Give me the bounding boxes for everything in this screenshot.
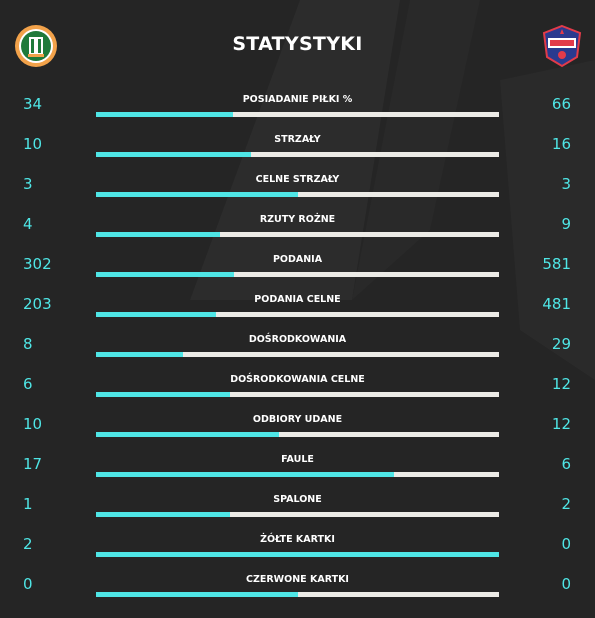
- stat-bar: [96, 552, 499, 557]
- stats-list: 34 POSIADANIE PIŁKI % 66 10 STRZAŁY 16 3 CELNE …: [0, 84, 595, 604]
- stat-bar: [96, 512, 499, 517]
- away-value: 2: [561, 495, 571, 513]
- home-value: 4: [23, 215, 33, 233]
- away-value: 581: [542, 255, 571, 273]
- stat-row: 2 ŻÓŁTE KARTKI 0: [0, 524, 595, 564]
- stat-bar: [96, 112, 499, 117]
- stat-row: 6 DOŚRODKOWANIA CELNE 12: [0, 364, 595, 404]
- home-value: 6: [23, 375, 33, 393]
- stat-bar-fill: [96, 312, 216, 317]
- stat-label: SPALONE: [273, 494, 322, 505]
- stat-label: DOŚRODKOWANIA: [248, 334, 347, 345]
- away-value: 12: [551, 415, 571, 433]
- stat-bar: [96, 152, 499, 157]
- stat-row: 17 FAULE 6: [0, 444, 595, 484]
- away-value: 481: [542, 295, 571, 313]
- stat-bar: [96, 312, 499, 317]
- stat-label: RZUTY ROŻNE: [259, 214, 336, 225]
- page-title: STATYSTYKI: [232, 33, 363, 55]
- stat-bar: [96, 352, 499, 357]
- stat-row: 302 PODANIA 581: [0, 244, 595, 284]
- stat-bar-fill: [96, 432, 280, 437]
- away-value: 3: [561, 175, 571, 193]
- stat-bar-fill: [96, 272, 234, 277]
- away-value: 9: [561, 215, 571, 233]
- stat-label: CELNE STRZAŁY: [255, 174, 340, 185]
- stat-bar: [96, 472, 499, 477]
- home-value: 8: [23, 335, 33, 353]
- stat-row: 3 CELNE STRZAŁY 3: [0, 164, 595, 204]
- home-value: 10: [23, 415, 43, 433]
- home-value: 302: [23, 255, 52, 273]
- stat-bar: [96, 232, 499, 237]
- stat-bar: [96, 272, 499, 277]
- stat-label: PODANIA CELNE: [254, 294, 341, 305]
- away-value: 12: [551, 375, 571, 393]
- stat-bar-fill: [96, 352, 184, 357]
- stat-label: DOŚRODKOWANIA CELNE: [230, 374, 365, 385]
- stat-bar: [96, 592, 499, 597]
- stat-bar-fill: [96, 392, 231, 397]
- away-value: 16: [551, 135, 571, 153]
- stat-row: 34 POSIADANIE PIŁKI % 66: [0, 84, 595, 124]
- home-value: 2: [23, 535, 33, 553]
- home-value: 17: [23, 455, 43, 473]
- away-value: 29: [551, 335, 571, 353]
- away-value: 0: [561, 535, 571, 553]
- away-value: 6: [561, 455, 571, 473]
- home-value: 0: [23, 575, 33, 593]
- stat-row: 4 RZUTY ROŻNE 9: [0, 204, 595, 244]
- home-value: 1: [23, 495, 33, 513]
- away-value: 66: [551, 95, 571, 113]
- home-value: 10: [23, 135, 43, 153]
- stat-bar-fill: [96, 192, 298, 197]
- stat-row: 203 PODANIA CELNE 481: [0, 284, 595, 324]
- stat-bar: [96, 392, 499, 397]
- stat-bar-fill: [96, 152, 252, 157]
- home-value: 203: [23, 295, 52, 313]
- stat-bar-fill: [96, 592, 298, 597]
- stat-label: PODANIA: [272, 254, 323, 265]
- stat-bar-fill: [96, 512, 231, 517]
- stat-row: 10 ODBIORY UDANE 12: [0, 404, 595, 444]
- home-value: 3: [23, 175, 33, 193]
- home-team-logo: [15, 25, 57, 67]
- stat-bar-fill: [96, 552, 499, 557]
- header: STATYSTYKI: [0, 0, 595, 90]
- away-team-logo: [542, 24, 582, 68]
- stat-bar: [96, 192, 499, 197]
- stat-row: 8 DOŚRODKOWANIA 29: [0, 324, 595, 364]
- stat-label: FAULE: [281, 454, 314, 465]
- stat-row: 1 SPALONE 2: [0, 484, 595, 524]
- stat-bar-fill: [96, 112, 234, 117]
- away-value: 0: [561, 575, 571, 593]
- stat-label: ODBIORY UDANE: [252, 414, 343, 425]
- stat-row: 10 STRZAŁY 16: [0, 124, 595, 164]
- stat-row: 0 CZERWONE KARTKI 0: [0, 564, 595, 604]
- stat-bar-fill: [96, 472, 394, 477]
- stat-bar: [96, 432, 499, 437]
- home-value: 34: [23, 95, 43, 113]
- stat-label: CZERWONE KARTKI: [246, 574, 349, 585]
- stat-label: STRZAŁY: [274, 134, 321, 145]
- stat-bar-fill: [96, 232, 221, 237]
- stat-label: ŻÓŁTE KARTKI: [260, 534, 335, 545]
- stat-label: POSIADANIE PIŁKI %: [242, 94, 353, 105]
